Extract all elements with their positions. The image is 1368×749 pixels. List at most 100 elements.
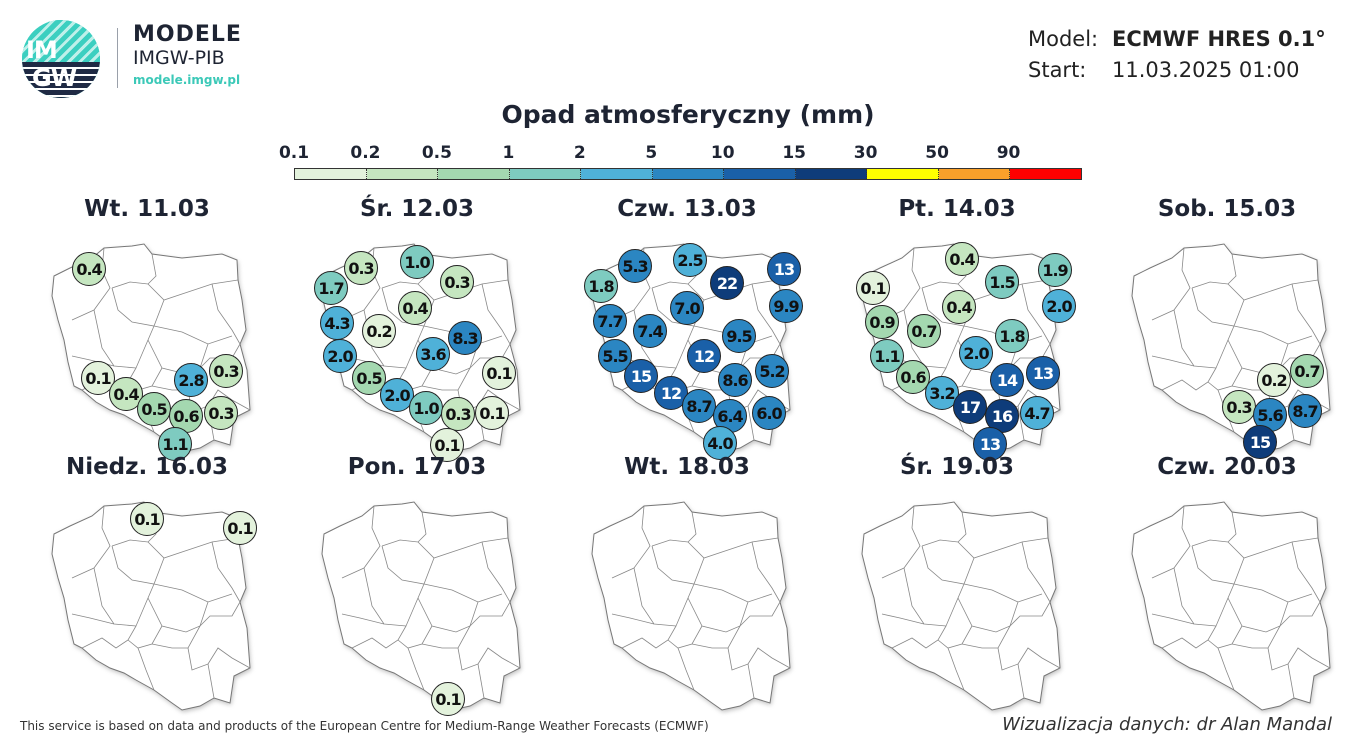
legend-color-segment [652,169,725,179]
precipitation-bubble: 0.3 [209,354,243,388]
precipitation-bubble: 6.4 [713,399,747,433]
logo-text-bottom: GW [32,64,77,92]
day-title: Wt. 18.03 [624,454,750,480]
precipitation-bubble: 0.6 [896,360,930,394]
legend-tick-labels: 0.1 0.2 0.5 1 2 5 10 15 30 50 90 [0,143,1368,167]
precipitation-bubble: 0.1 [223,511,257,545]
precipitation-bubble: 0.4 [398,291,432,325]
legend-color-segment [938,169,1011,179]
legend-color-segment [867,169,939,179]
precipitation-bubble: 8.7 [1288,394,1322,428]
day-title: Pon. 17.03 [347,454,487,480]
precipitation-bubble: 0.1 [431,682,465,716]
precipitation-bubble: 15 [1243,425,1277,459]
logo-divider [117,28,118,88]
day-title: Czw. 13.03 [617,196,757,222]
precipitation-bubble: 4.7 [1020,396,1054,430]
precipitation-bubble: 4.0 [703,426,737,460]
author-credit: Wizualizacja danych: dr Alan Mandal [1002,714,1332,735]
legend-color-bar [294,168,1082,180]
logo-text-top: IM [26,36,58,64]
precipitation-bubble: 0.1 [482,356,516,390]
precipitation-bubble: 6.0 [752,396,786,430]
precipitation-bubble: 0.1 [130,502,164,536]
start-info: Start: 11.03.2025 01:00 [1028,58,1299,82]
day-title: Śr. 19.03 [899,454,1015,480]
precipitation-bubble: 8.7 [682,389,716,423]
legend-tick-label: 2 [573,143,586,163]
day-title: Wt. 11.03 [84,196,210,222]
day-title: Niedz. 16.03 [65,454,229,480]
precipitation-bubble: 1.8 [584,269,618,303]
legend-tick-label: 15 [782,143,807,163]
precipitation-bubble: 13 [1026,356,1060,390]
precipitation-bubble: 2.8 [174,363,208,397]
brand-url[interactable]: modele.imgw.pl [133,73,241,87]
precipitation-bubble: 0.4 [942,290,976,324]
legend-color-segment [509,169,582,179]
precipitation-bubble: 3.2 [925,376,959,410]
precipitation-bubble: 0.7 [1290,354,1324,388]
precipitation-bubble: 0.5 [137,392,171,426]
precipitation-bubble: 0.1 [430,428,464,462]
legend-color-segment [295,169,367,179]
precipitation-bubble: 0.1 [475,396,509,430]
legend-tick-label: 0.2 [350,143,381,163]
precipitation-bubble: 1.1 [158,427,192,461]
legend-tick-label: 90 [996,143,1021,163]
legend-tick-label: 50 [925,143,949,163]
logo: IM GW [22,20,100,98]
precipitation-bubble: 13 [973,427,1007,461]
precipitation-bubble: 1.0 [400,245,434,279]
legend-tick-label: 1 [502,143,515,163]
precipitation-bubble: 1.0 [409,391,443,425]
precipitation-bubble: 2.0 [1042,289,1076,323]
poland-map [32,498,262,713]
precipitation-bubble: 15 [624,359,658,393]
precipitation-bubble: 5.2 [755,354,789,388]
precipitation-bubble: 5.5 [598,339,632,373]
precipitation-bubble: 9.5 [722,319,756,353]
precipitation-bubble: 3.6 [416,337,450,371]
logo-bars [22,62,100,98]
poland-map [842,498,1072,713]
precipitation-bubble: 0.1 [856,271,890,305]
day-title: Czw. 20.03 [1157,454,1297,480]
precipitation-bubble: 12 [687,339,721,373]
precipitation-bubble: 17 [953,390,987,424]
legend-tick-label: 30 [853,143,878,163]
day-title: Pt. 14.03 [898,196,1016,222]
poland-map [1112,498,1342,713]
precipitation-bubble: 7.4 [633,314,667,348]
precipitation-bubble: 1.5 [985,265,1019,299]
ecmwf-credit: This service is based on data and produc… [20,719,709,733]
precipitation-bubble: 0.3 [344,251,378,285]
precipitation-bubble: 0.3 [441,397,475,431]
precipitation-bubble: 0.3 [204,396,238,430]
precipitation-bubble: 0.3 [1222,390,1256,424]
brand-org: IMGW-PIB [133,47,225,69]
precipitation-bubble: 22 [710,266,744,300]
precipitation-bubble: 0.2 [362,314,396,348]
day-title: Sob. 15.03 [1157,196,1297,222]
brand-name: MODELE [133,22,242,47]
precipitation-bubble: 8.3 [448,321,482,355]
legend-color-segment [724,169,796,179]
precipitation-bubble: 5.3 [618,249,652,283]
model-label: Model: [1028,27,1099,51]
precipitation-bubble: 0.2 [1257,363,1291,397]
precipitation-bubble: 1.8 [995,319,1029,353]
precipitation-bubble: 14 [990,363,1024,397]
precipitation-bubble: 2.0 [959,336,993,370]
legend-tick-label: 5 [645,143,658,163]
legend-color-segment [795,169,868,179]
precipitation-bubble: 0.4 [109,377,143,411]
legend-color-segment [366,169,439,179]
start-value: 11.03.2025 01:00 [1112,58,1300,82]
legend-color-segment [581,169,653,179]
legend-tick-label: 10 [710,143,735,163]
precipitation-bubble: 7.7 [593,304,627,338]
model-info: Model: ECMWF HRES 0.1° [1028,27,1326,51]
legend-color-segment [1010,169,1082,179]
precipitation-bubble: 8.6 [718,363,752,397]
